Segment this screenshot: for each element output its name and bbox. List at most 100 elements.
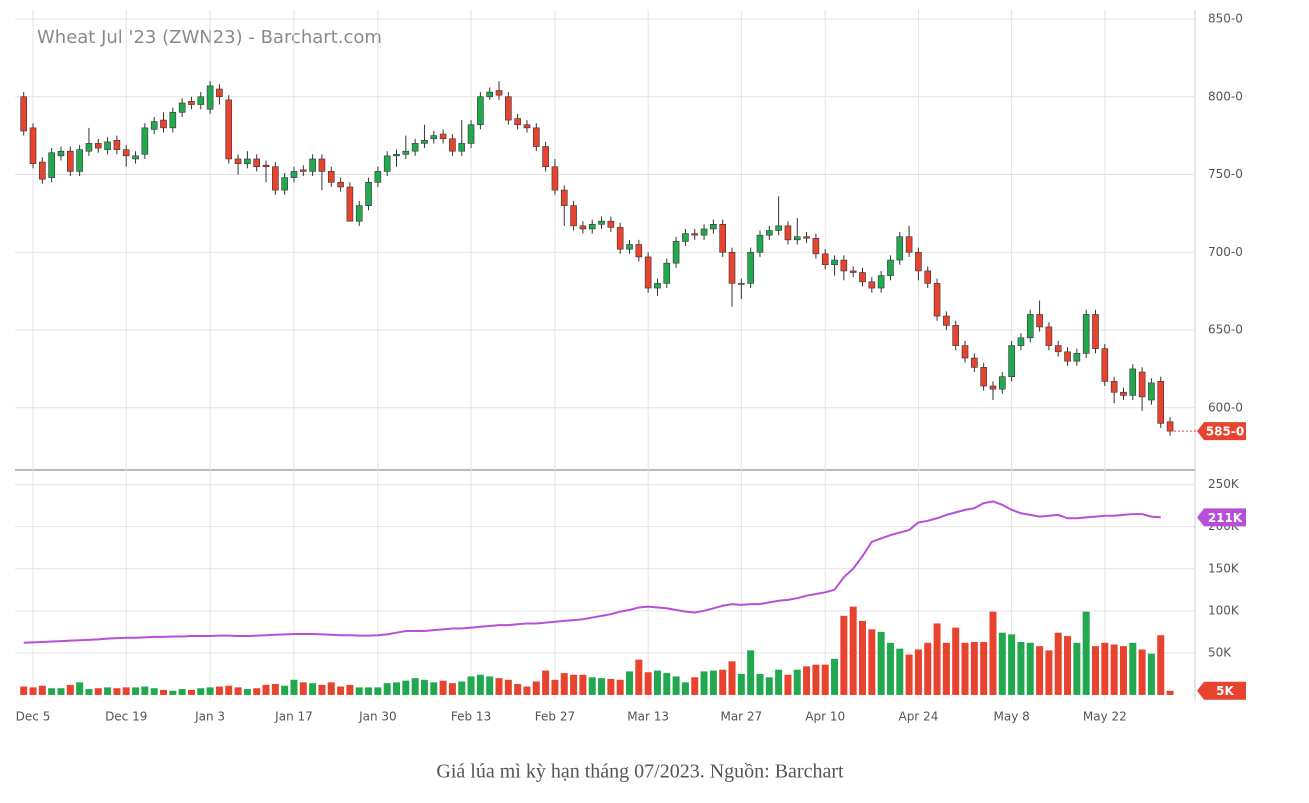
volume-bar [998, 632, 1006, 695]
candle-body [1073, 353, 1081, 362]
volume-bar [812, 664, 820, 695]
candle-body [29, 127, 37, 164]
volume-bar [160, 689, 167, 695]
candle-body [374, 171, 382, 183]
volume-bar [262, 684, 270, 695]
volume-bar [793, 669, 801, 695]
candle-body [989, 385, 997, 390]
volume-bar [765, 677, 773, 695]
volume-bar [859, 620, 866, 695]
candle-body [76, 149, 83, 172]
volume-bar [355, 687, 363, 695]
candle-body [383, 155, 391, 172]
x-tick-label: Feb 27 [535, 710, 575, 724]
volume-bar [150, 688, 158, 695]
volume-bar [215, 686, 223, 695]
volume-bar [933, 623, 941, 695]
candle-body [971, 357, 978, 368]
candle-body [197, 96, 205, 105]
volume-bar [1119, 646, 1127, 695]
volume-bar [243, 689, 251, 695]
volume-bar [504, 679, 512, 695]
candle-body [719, 223, 727, 253]
volume-bar [840, 615, 848, 695]
candle-body [1082, 314, 1090, 354]
candle-body [402, 150, 410, 155]
candle-body [160, 119, 167, 129]
candle-body [486, 91, 494, 98]
volume-bar [803, 666, 811, 695]
candle-body [449, 138, 456, 152]
grid [15, 10, 1195, 700]
candle-body [411, 143, 419, 152]
candle-body [1036, 314, 1043, 328]
chart-title: Wheat Jul '23 (ZWN23) - Barchart.com [37, 27, 382, 48]
volume-bar [495, 678, 503, 695]
candle-body [514, 118, 521, 126]
x-tick-label: Jan 17 [274, 710, 313, 724]
candle-body [859, 272, 866, 283]
volume-bar [57, 688, 65, 695]
candle-body [1166, 421, 1174, 432]
volume-bar [924, 642, 932, 695]
open-interest-badge: 211K [1208, 511, 1243, 525]
candle-body [1101, 348, 1109, 382]
candle-body [1120, 391, 1127, 396]
volume-bar [691, 677, 699, 695]
candle-body [626, 244, 633, 250]
volume-bar [542, 670, 550, 695]
candle-body [924, 270, 932, 284]
x-tick-label: Mar 13 [627, 710, 669, 724]
candle-body [784, 225, 792, 241]
candle-body [793, 236, 801, 241]
y-tick-label: 600-0 [1208, 400, 1243, 414]
volume-bar [309, 683, 317, 695]
candle-body [234, 158, 242, 164]
candle-body [188, 101, 195, 105]
volume-bar [411, 678, 419, 695]
candle-body [756, 234, 764, 253]
candle-body [272, 166, 279, 191]
candle-body [523, 124, 531, 129]
open-interest-badge-shape [1197, 508, 1246, 527]
candle-body [1017, 337, 1025, 346]
candle-body [421, 140, 428, 144]
last-price-badge-shape [1197, 422, 1246, 441]
open-interest-line [23, 500, 1161, 644]
volume-bar [132, 687, 140, 695]
x-tick-label: Feb 13 [451, 710, 491, 724]
x-tick-label: May 22 [1083, 710, 1127, 724]
volume-badge: 5K [1216, 684, 1234, 698]
volume-bar [784, 674, 792, 695]
volume-bar [1129, 642, 1137, 695]
volume-bar [20, 686, 28, 695]
candle-body [980, 367, 987, 387]
volume-bar [253, 688, 261, 695]
volume-bar [402, 680, 410, 695]
volume-bar [644, 672, 652, 695]
candle-body [877, 275, 885, 289]
volume-bar [197, 688, 205, 695]
candle-body [216, 88, 223, 98]
candle-body [393, 154, 400, 157]
y-tick-label: 750-0 [1208, 167, 1243, 181]
candle-body [39, 161, 46, 180]
candle-body [812, 237, 820, 255]
candle-body [355, 205, 363, 222]
volume-bar [942, 642, 950, 695]
volume-bar [281, 685, 289, 695]
candle-body [840, 259, 848, 272]
candle-body [738, 283, 745, 285]
marks [20, 81, 1174, 695]
volume-bar [48, 688, 56, 695]
volume-bar [560, 673, 568, 695]
volume-bar [271, 684, 279, 695]
volume-bar [896, 648, 904, 695]
candle-body [439, 133, 447, 140]
volume-bar [849, 606, 857, 695]
volume-bar [448, 683, 456, 695]
volume-bar [29, 687, 37, 695]
candle-body [616, 227, 624, 250]
volume-bar [523, 686, 531, 695]
volume-bar [290, 679, 298, 695]
